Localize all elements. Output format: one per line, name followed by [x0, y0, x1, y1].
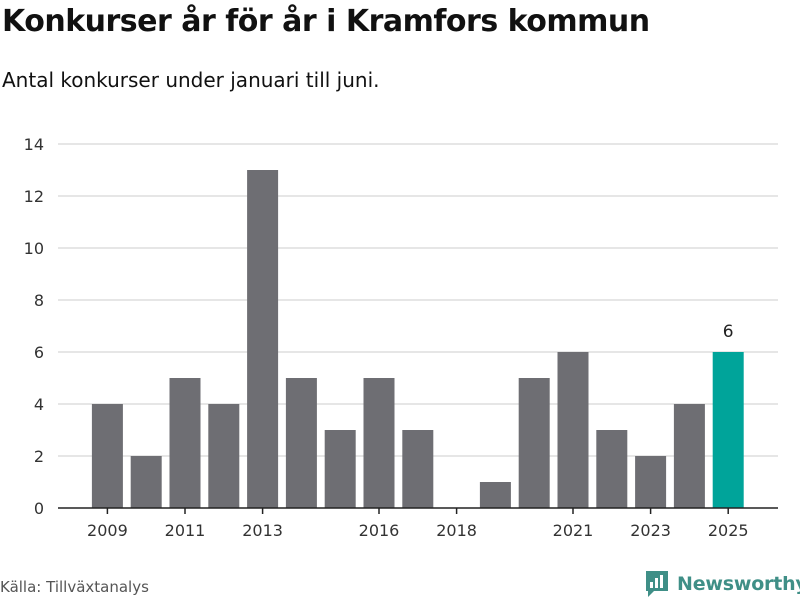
data-label-2025: 6 [723, 322, 734, 342]
bars [91, 170, 744, 508]
bar-2024 [673, 404, 705, 508]
bar-2015 [324, 430, 356, 508]
bar-2011 [169, 378, 201, 508]
gridlines [58, 143, 778, 457]
newsworthy-logo-text: Newsworthy [677, 573, 800, 595]
bar-2014 [285, 378, 317, 508]
x-tick-label: 2025 [708, 521, 749, 540]
x-tick-label: 2018 [436, 521, 477, 540]
newsworthy-logo-icon [646, 571, 668, 597]
x-tick-label: 2013 [242, 521, 283, 540]
y-tick-label: 12 [24, 187, 44, 206]
newsworthy-logo: Newsworthy [644, 568, 800, 600]
bar-2010 [130, 456, 162, 508]
bar-2022 [596, 430, 628, 508]
y-tick-label: 4 [34, 395, 44, 414]
y-tick-label: 6 [34, 343, 44, 362]
y-tick-label: 10 [24, 239, 44, 258]
y-tick-label: 8 [34, 291, 44, 310]
x-tick-label: 2016 [359, 521, 400, 540]
data-labels: 6 [723, 322, 734, 342]
bar-2020 [518, 378, 550, 508]
y-tick-label: 0 [34, 499, 44, 518]
x-tick-label: 2023 [630, 521, 671, 540]
x-tick-label: 2009 [87, 521, 128, 540]
y-tick-label: 2 [34, 447, 44, 466]
bar-2019 [479, 482, 511, 508]
bar-2023 [635, 456, 667, 508]
y-tick-label: 14 [24, 135, 44, 154]
x-tick-label: 2011 [165, 521, 206, 540]
bar-2012 [208, 404, 240, 508]
bar-2013 [247, 170, 279, 508]
bar-2009 [91, 404, 123, 508]
chart-title: Konkurser år för år i Kramfors kommun [2, 4, 650, 39]
bar-2025 [712, 352, 744, 508]
bar-2016 [363, 378, 395, 508]
bar-2017 [402, 430, 434, 508]
x-tick-label: 2021 [553, 521, 594, 540]
source-note: Källa: Tillväxtanalys [0, 578, 149, 596]
x-axis-ticks: 2009 2011 2013 2016 2018 2021 2023 2025 [87, 508, 749, 540]
chart-subtitle: Antal konkurser under januari till juni. [2, 68, 380, 92]
bar-2021 [557, 352, 589, 508]
y-axis-ticks: 0 2 4 6 8 10 12 14 [24, 135, 44, 518]
